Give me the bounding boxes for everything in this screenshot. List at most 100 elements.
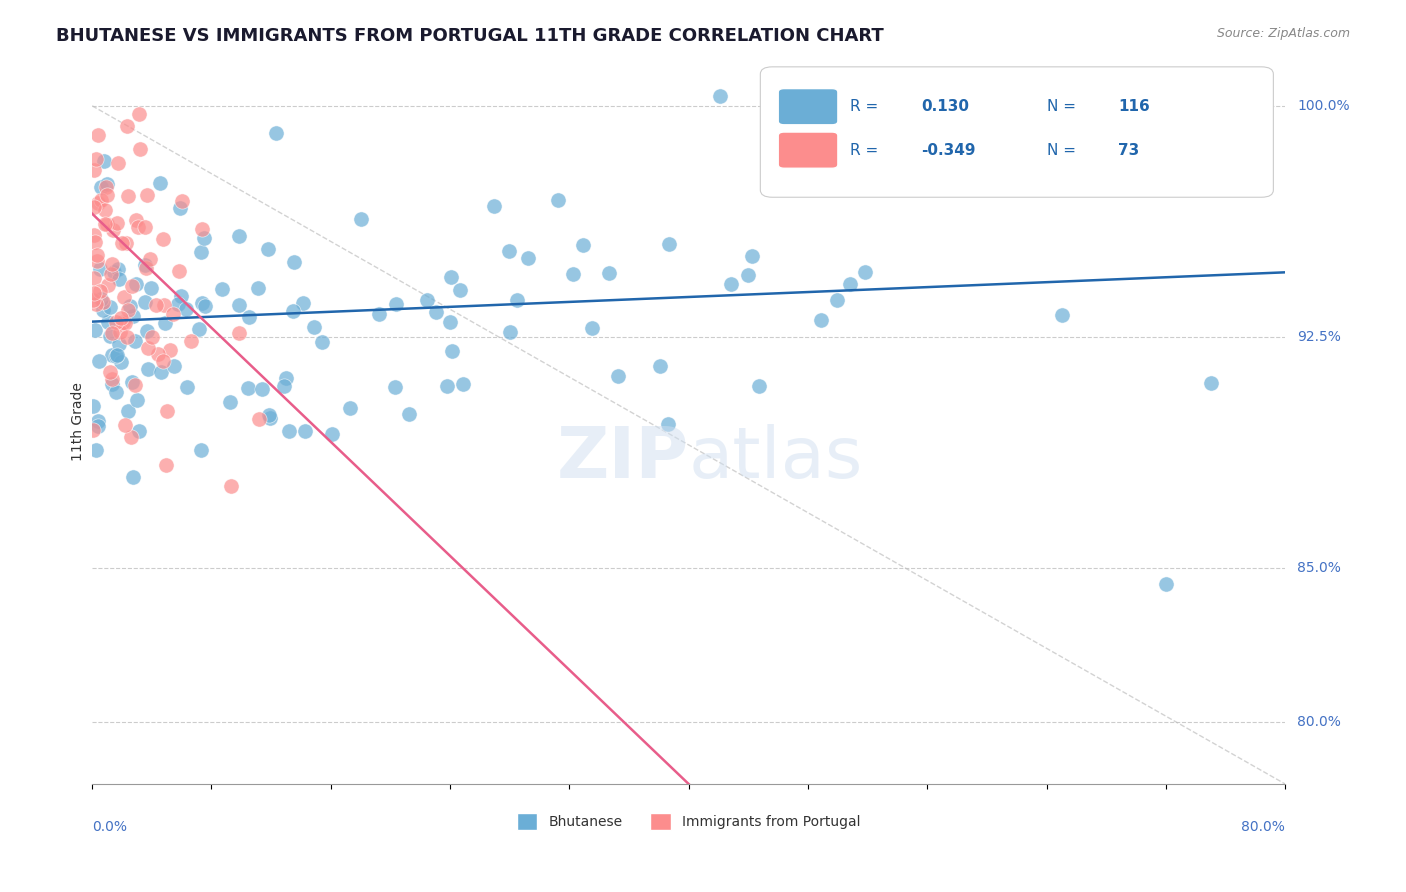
Point bbox=[83, 270, 105, 285]
Point bbox=[134, 294, 156, 309]
Point bbox=[385, 297, 408, 311]
Point bbox=[89, 284, 111, 298]
Point bbox=[101, 376, 124, 391]
Point bbox=[83, 286, 105, 301]
Point bbox=[110, 311, 132, 326]
Point bbox=[84, 152, 107, 166]
Point bbox=[149, 176, 172, 190]
Point bbox=[159, 343, 181, 358]
Point bbox=[547, 193, 569, 207]
Text: 0.130: 0.130 bbox=[921, 99, 969, 114]
Legend: Bhutanese, Immigrants from Portugal: Bhutanese, Immigrants from Portugal bbox=[510, 807, 866, 835]
Point bbox=[236, 381, 259, 395]
FancyBboxPatch shape bbox=[779, 132, 838, 169]
Point bbox=[853, 265, 876, 279]
Point bbox=[101, 372, 124, 386]
Text: 116: 116 bbox=[1118, 99, 1150, 114]
Point bbox=[281, 303, 304, 318]
Point bbox=[103, 265, 125, 279]
Point bbox=[82, 399, 104, 413]
Point bbox=[125, 213, 148, 227]
Point bbox=[141, 330, 163, 344]
Point bbox=[105, 347, 128, 361]
Point bbox=[136, 362, 159, 376]
Point bbox=[83, 323, 105, 337]
Point bbox=[87, 196, 110, 211]
Point bbox=[228, 326, 250, 340]
Point bbox=[91, 303, 114, 318]
Text: 80.0%: 80.0% bbox=[1241, 821, 1285, 834]
Point bbox=[98, 301, 121, 315]
Point bbox=[96, 187, 118, 202]
Point bbox=[416, 293, 439, 307]
Point bbox=[398, 407, 420, 421]
Point bbox=[100, 267, 122, 281]
Point bbox=[89, 353, 111, 368]
Y-axis label: 11th Grade: 11th Grade bbox=[72, 383, 86, 461]
Point bbox=[441, 343, 464, 358]
Point bbox=[294, 424, 316, 438]
Point bbox=[107, 262, 129, 277]
Point bbox=[98, 365, 121, 379]
Point bbox=[283, 255, 305, 269]
Point bbox=[90, 292, 112, 306]
Text: R =: R = bbox=[849, 99, 879, 114]
Point bbox=[1050, 309, 1073, 323]
Point bbox=[720, 277, 742, 291]
Point bbox=[748, 379, 770, 393]
Point bbox=[115, 119, 138, 133]
Point bbox=[484, 199, 506, 213]
FancyBboxPatch shape bbox=[761, 67, 1274, 197]
Point bbox=[211, 282, 233, 296]
Point bbox=[134, 220, 156, 235]
Point bbox=[311, 334, 333, 349]
Point bbox=[97, 315, 120, 329]
Point bbox=[188, 322, 211, 336]
Point bbox=[83, 163, 105, 178]
Point bbox=[291, 296, 314, 310]
Point bbox=[105, 216, 128, 230]
Point bbox=[180, 334, 202, 348]
Point bbox=[517, 251, 540, 265]
Point bbox=[810, 313, 832, 327]
Point bbox=[453, 377, 475, 392]
Point bbox=[103, 223, 125, 237]
Point bbox=[238, 310, 260, 324]
Point bbox=[167, 264, 190, 278]
Point bbox=[449, 283, 471, 297]
Point bbox=[190, 244, 212, 259]
Point bbox=[218, 394, 240, 409]
Point bbox=[129, 142, 152, 156]
Point bbox=[86, 128, 108, 142]
Point bbox=[124, 334, 146, 349]
Point bbox=[86, 248, 108, 262]
Point bbox=[839, 277, 862, 291]
Point bbox=[607, 368, 630, 383]
Point bbox=[86, 443, 108, 458]
Point bbox=[127, 219, 149, 234]
Point bbox=[84, 297, 107, 311]
Point bbox=[114, 417, 136, 432]
Point bbox=[118, 299, 141, 313]
Point bbox=[110, 355, 132, 369]
Point bbox=[439, 315, 461, 329]
Point bbox=[112, 315, 135, 329]
FancyBboxPatch shape bbox=[779, 88, 838, 125]
Point bbox=[139, 281, 162, 295]
Point bbox=[228, 228, 250, 243]
Point bbox=[82, 293, 104, 308]
Point bbox=[134, 258, 156, 272]
Point bbox=[499, 325, 522, 339]
Point bbox=[264, 127, 287, 141]
Point bbox=[384, 379, 406, 393]
Point bbox=[153, 298, 176, 312]
Point bbox=[658, 236, 681, 251]
Point bbox=[122, 470, 145, 484]
Point bbox=[120, 430, 142, 444]
Text: N =: N = bbox=[1046, 143, 1076, 158]
Point bbox=[259, 411, 281, 425]
Point bbox=[111, 235, 134, 250]
Point bbox=[96, 217, 118, 231]
Point bbox=[155, 458, 177, 472]
Point bbox=[193, 231, 215, 245]
